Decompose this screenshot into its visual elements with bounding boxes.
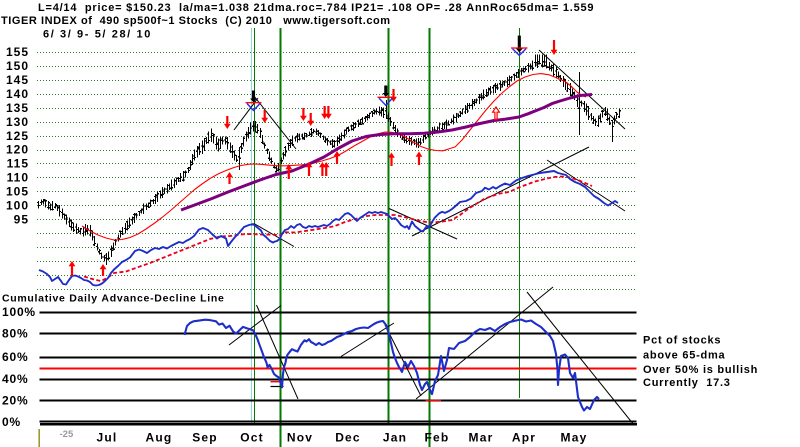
svg-text:Oct: Oct	[240, 431, 264, 445]
svg-text:150: 150	[6, 59, 29, 73]
svg-text:Currently 17.3: Currently 17.3	[643, 377, 731, 389]
svg-text:115: 115	[7, 157, 29, 171]
svg-text:145: 145	[6, 73, 29, 87]
svg-text:125: 125	[6, 129, 29, 143]
svg-text:Nov: Nov	[287, 431, 313, 445]
svg-text:May: May	[561, 431, 588, 445]
svg-text:Pct of stocks: Pct of stocks	[643, 335, 721, 347]
svg-text:155: 155	[6, 45, 29, 59]
svg-text:-25: -25	[60, 429, 74, 440]
svg-text:Dec: Dec	[335, 431, 361, 445]
svg-text:Mar: Mar	[469, 431, 494, 445]
svg-text:20%: 20%	[2, 394, 28, 408]
svg-text:Jan: Jan	[383, 431, 407, 445]
svg-text:Feb: Feb	[425, 431, 450, 445]
svg-text:Apr: Apr	[512, 431, 536, 445]
svg-text:120: 120	[6, 143, 29, 157]
svg-text:135: 135	[6, 101, 29, 115]
svg-text:Aug: Aug	[146, 431, 173, 445]
svg-text:140: 140	[6, 87, 29, 101]
svg-text:Cumulative Daily Advance-Decli: Cumulative Daily Advance-Decline Line	[2, 293, 225, 305]
svg-text:95: 95	[14, 212, 29, 226]
svg-text:130: 130	[6, 115, 29, 129]
svg-text:Over 50% is bullish: Over 50% is bullish	[643, 364, 758, 376]
svg-text:105: 105	[6, 185, 29, 199]
svg-text:60%: 60%	[2, 350, 28, 364]
svg-text:above 65-dma: above 65-dma	[643, 350, 725, 362]
svg-text:6/ 3/ 9- 5/ 28/ 10: 6/ 3/ 9- 5/ 28/ 10	[43, 29, 152, 41]
svg-text:100: 100	[6, 198, 29, 212]
svg-text:40%: 40%	[2, 372, 28, 386]
svg-text:Jul: Jul	[97, 431, 118, 445]
svg-text:110: 110	[7, 171, 29, 185]
svg-text:80%: 80%	[2, 327, 28, 341]
svg-text:0%: 0%	[2, 415, 21, 429]
svg-text:Sep: Sep	[192, 431, 218, 445]
svg-text:100%: 100%	[2, 305, 36, 319]
svg-text:TIGER INDEX of 490 sp500f~1 S: TIGER INDEX of 490 sp500f~1 Stocks (C) 2…	[1, 15, 391, 27]
svg-text:L=4/14 price= $150.23 la/ma=: L=4/14 price= $150.23 la/ma=1.038 21dma.…	[38, 2, 594, 14]
